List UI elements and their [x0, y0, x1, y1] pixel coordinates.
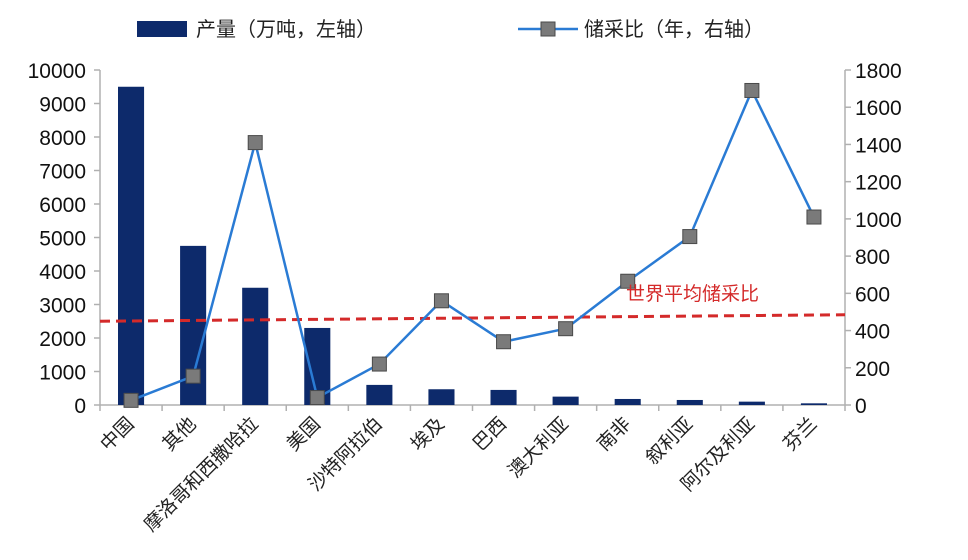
left-tick-label: 6000 — [39, 194, 86, 217]
left-tick-label: 0 — [74, 395, 86, 418]
reference-line-group — [99, 313, 846, 323]
ratio-marker-2 — [247, 135, 263, 151]
reference-line-label: 世界平均储采比 — [626, 283, 759, 305]
line-series — [123, 82, 822, 408]
right-tick-label: 1400 — [855, 134, 902, 157]
legend-swatch-production — [137, 21, 187, 37]
bar-11 — [800, 403, 827, 405]
left-tick-label: 1000 — [39, 362, 86, 385]
category-label-11: 芬兰 — [779, 413, 821, 455]
left-tick-label: 9000 — [39, 94, 86, 117]
category-label-3: 美国 — [282, 413, 324, 455]
bar-0 — [118, 86, 145, 405]
legend-marker-ratio — [540, 21, 556, 37]
ratio-marker-8 — [620, 273, 636, 289]
ratio-marker-5 — [433, 293, 449, 309]
bar-2 — [242, 287, 269, 405]
category-label-1: 其他 — [158, 413, 200, 455]
legend-label-ratio: 储采比（年，右轴） — [584, 17, 764, 41]
right-tick-label: 1200 — [855, 172, 902, 195]
right-tick-label: 1000 — [855, 209, 902, 232]
bar-6 — [490, 389, 517, 405]
left-tick-label: 4000 — [39, 261, 86, 284]
reference-line — [99, 313, 846, 323]
ratio-marker-7 — [558, 321, 574, 337]
bar-9 — [676, 399, 703, 405]
left-tick-label: 3000 — [39, 295, 86, 318]
left-tick-label: 5000 — [39, 228, 86, 251]
ratio-marker-4 — [371, 356, 387, 372]
category-label-5: 埃及 — [407, 413, 449, 455]
category-label-2: 摩洛哥和西撒哈拉 — [140, 413, 263, 536]
category-label-9: 叙利亚 — [641, 413, 697, 469]
bar-5 — [428, 389, 455, 405]
left-tick-label: 8000 — [39, 127, 86, 150]
ratio-marker-0 — [123, 392, 139, 408]
bar-8 — [614, 398, 641, 405]
category-label-8: 南非 — [593, 413, 635, 455]
ratio-line — [130, 89, 816, 402]
bar-series — [118, 86, 827, 405]
right-tick-label: 800 — [855, 246, 890, 269]
left-tick-label: 2000 — [39, 328, 86, 351]
ratio-marker-11 — [806, 209, 822, 225]
right-tick-label: 0 — [855, 395, 867, 418]
right-tick-label: 1600 — [855, 97, 902, 120]
ratio-marker-3 — [309, 390, 325, 406]
bar-7 — [552, 396, 579, 405]
bar-10 — [738, 401, 765, 405]
right-tick-label: 1800 — [855, 60, 902, 83]
ratio-marker-9 — [682, 229, 698, 245]
legend-label-production: 产量（万吨，左轴） — [196, 17, 376, 41]
bar-4 — [366, 384, 393, 405]
category-label-7: 澳大利亚 — [504, 413, 573, 482]
left-tick-label: 10000 — [28, 60, 86, 83]
right-tick-label: 400 — [855, 321, 890, 344]
ratio-marker-6 — [496, 334, 512, 350]
right-tick-label: 600 — [855, 283, 890, 306]
category-label-0: 中国 — [96, 413, 138, 455]
category-label-6: 巴西 — [469, 413, 511, 455]
axes: 0100020003000400050006000700080009000100… — [28, 60, 902, 418]
right-tick-label: 200 — [855, 358, 890, 381]
ratio-marker-10 — [744, 82, 760, 98]
left-tick-label: 7000 — [39, 161, 86, 184]
ratio-marker-1 — [185, 368, 201, 384]
legend: 产量（万吨，左轴） 储采比（年，右轴） — [137, 17, 764, 41]
